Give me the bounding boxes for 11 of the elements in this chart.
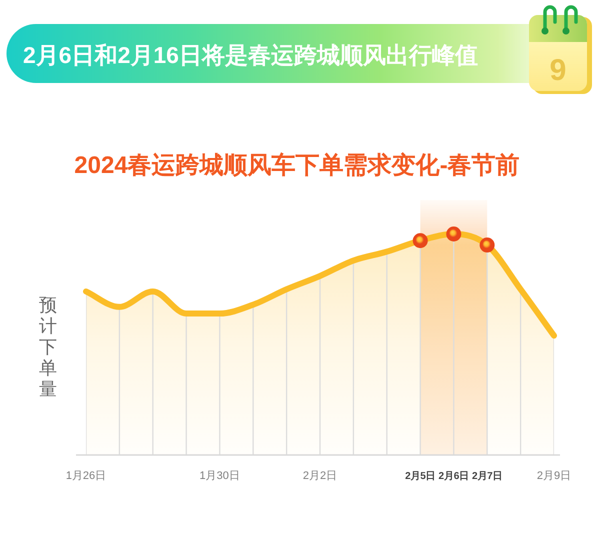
x-tick-label: 1月30日 (200, 470, 240, 482)
x-tick-label: 2月6日 (438, 471, 469, 482)
x-tick-label: 2月5日 (405, 471, 436, 482)
text: 9 (550, 54, 566, 87)
x-tick-label: 2月9日 (536, 470, 572, 482)
chart-title: 2月6日和2月16日将是春运跨城顺风出行峰值 (23, 42, 478, 68)
x-tick-label: 2月7日 (472, 471, 502, 482)
y-axis-title: 预计下单量 (39, 295, 57, 399)
x-tick-label: 2月2日 (302, 470, 338, 482)
chart-subtitle: 2024春运跨城顺风车下单需求变化-春节前 (74, 152, 520, 179)
x-tick-label: 1月26日 (66, 470, 106, 482)
